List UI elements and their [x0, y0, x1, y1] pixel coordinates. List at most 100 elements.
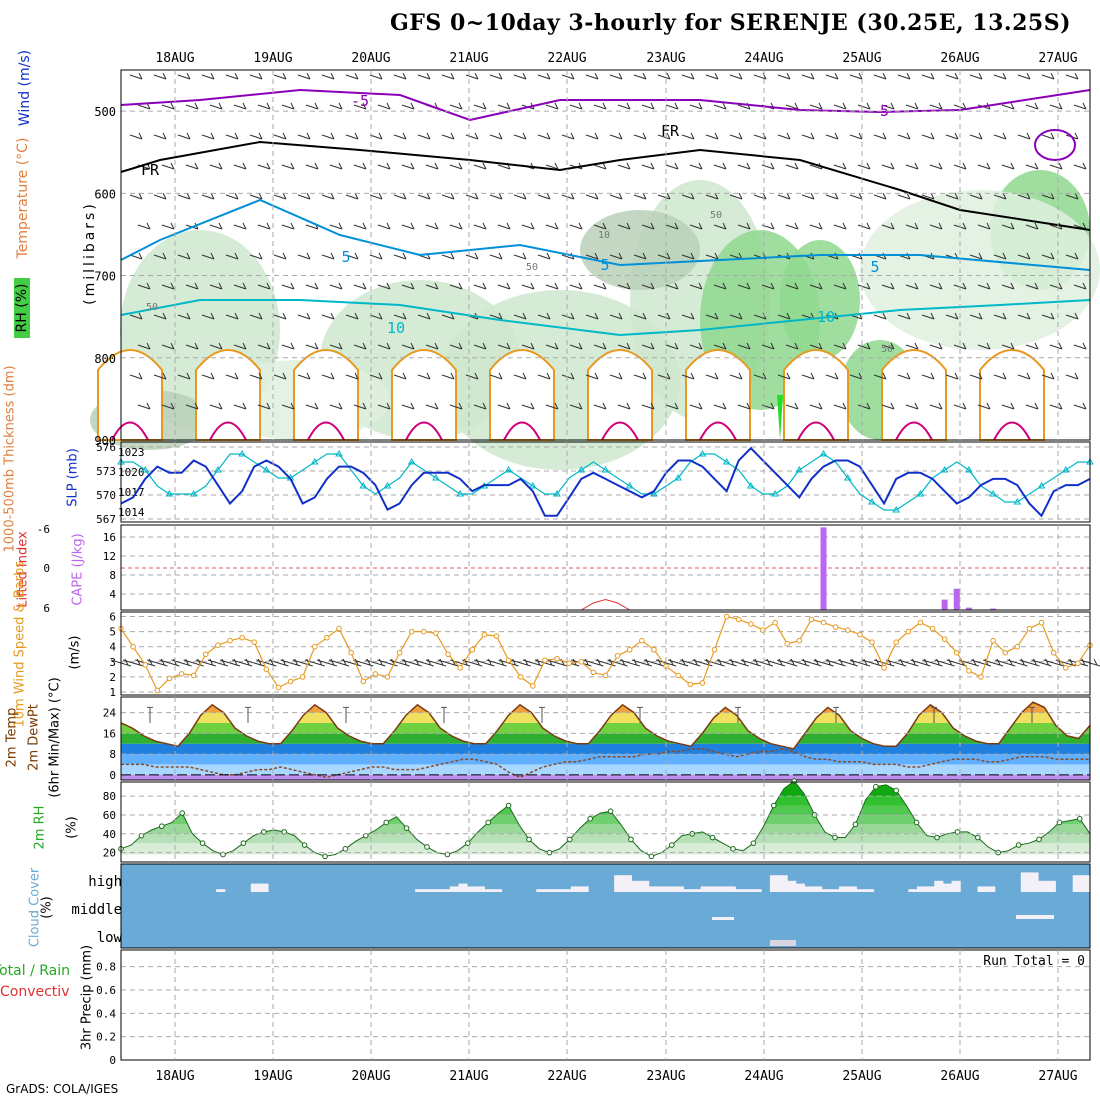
precip-tick: 0.8 — [96, 961, 116, 974]
wind-speed-point — [893, 639, 900, 645]
wind-speed-point — [166, 675, 173, 682]
contour-label: 10 — [387, 319, 405, 337]
wind-barb — [825, 72, 839, 80]
wind-barb — [813, 658, 834, 667]
precip-panel: 0.8 0.6 0.4 0.2 0 Run Total = 0 — [96, 949, 1091, 1067]
wind-barb — [657, 192, 671, 200]
cloud-high-bar — [865, 889, 875, 892]
wind-barb — [321, 132, 335, 140]
cloud-high-bar — [942, 883, 953, 892]
wind-barb — [305, 162, 319, 170]
wind-speed-line — [120, 615, 1091, 692]
wind-barb — [737, 282, 751, 290]
wind-barb — [233, 102, 247, 110]
wind-barb — [809, 102, 823, 110]
wind-barb — [593, 342, 607, 350]
wind-barb — [1041, 252, 1055, 260]
wind-barb — [833, 282, 847, 290]
wind-barb — [513, 192, 527, 200]
wind-barb — [473, 162, 487, 170]
wind-barb — [585, 132, 599, 140]
wind-barb — [537, 192, 551, 200]
wind-barb — [905, 102, 919, 110]
cloud-high-bar — [493, 889, 503, 892]
wind-barb — [209, 282, 223, 290]
wind-barb — [449, 222, 463, 230]
wind-barb — [593, 162, 607, 170]
thickness-point — [504, 466, 513, 473]
rh-point — [648, 853, 655, 860]
wind-barb — [910, 658, 931, 667]
temp-minmax-bar — [343, 706, 349, 723]
wind-barb — [929, 222, 943, 230]
wind-barb — [441, 192, 455, 200]
cloud-high-bar — [839, 886, 849, 892]
wind-barb — [921, 192, 935, 200]
wind-speed-point — [566, 660, 572, 667]
wind-barb — [945, 312, 959, 320]
cape-bar — [990, 608, 997, 610]
temperature-contour — [1034, 129, 1076, 161]
rh-band — [121, 824, 1090, 834]
wind-barb — [201, 132, 215, 140]
wind-barb — [225, 132, 239, 140]
wind-barb — [209, 102, 223, 110]
wind-barb — [1073, 102, 1087, 110]
wind-barb — [681, 72, 695, 80]
thickness-point — [964, 466, 973, 473]
contour-label: 50 — [710, 210, 722, 221]
wind-barb — [273, 132, 287, 140]
cloud-frame — [120, 863, 1091, 949]
temp-label-units: (6hr Min/Max) (°C) — [47, 677, 63, 798]
wind-barb — [849, 658, 871, 667]
rh-point — [709, 834, 716, 841]
wind-barb — [643, 658, 665, 667]
thickness-point — [868, 498, 876, 505]
wind-barb — [201, 192, 215, 200]
wind-barb — [969, 312, 983, 320]
wind-barb — [681, 312, 695, 320]
wind-barb — [681, 252, 695, 260]
cloud-high-bar — [916, 886, 927, 892]
contour-label: 10 — [817, 308, 835, 326]
wind-barb — [1073, 342, 1087, 350]
wind-barb — [537, 72, 551, 80]
wind-barb — [1041, 192, 1055, 200]
wind-barb — [705, 372, 719, 380]
wind-barb — [585, 252, 599, 260]
warm-layer-contour — [587, 349, 653, 441]
wind-speed-point — [651, 646, 657, 653]
rh2m-panel: 80 60 40 20 — [103, 778, 1091, 863]
temp-minmax-bar — [245, 706, 251, 723]
wind-barb — [365, 658, 386, 667]
wind-barb — [705, 252, 719, 260]
precip-label-units: 3hr Precip (mm) — [79, 944, 95, 1051]
wind-barb — [393, 372, 407, 380]
temp-minmax-bar — [637, 706, 643, 723]
rh-point — [342, 846, 349, 852]
wind-barb — [177, 132, 191, 140]
wind-barb — [417, 372, 431, 380]
wind-barb — [537, 372, 551, 380]
thickness-point — [577, 466, 586, 473]
temp-band — [121, 712, 1090, 723]
wind-barb — [873, 658, 895, 667]
temperature-panel: 24 16 8 0 — [103, 696, 1091, 782]
wind-barb — [785, 222, 799, 230]
wind-barb — [945, 372, 959, 380]
wind-barb — [977, 402, 991, 410]
contour-label: -5 — [351, 92, 369, 110]
rh-area — [580, 210, 700, 290]
thickness-point — [335, 450, 343, 457]
thickness-point — [456, 490, 465, 497]
wind-barb — [497, 102, 511, 110]
cloud-cover-panel: high middle low — [71, 863, 1091, 949]
wind-barb — [633, 192, 647, 200]
wind-barb — [369, 72, 383, 80]
warm-core-contour — [405, 421, 443, 441]
wind-barb — [345, 72, 359, 80]
wind-barb — [249, 132, 263, 140]
wind-speed-point — [227, 637, 233, 644]
rh-band — [121, 814, 1090, 825]
wind-barb — [425, 342, 439, 350]
